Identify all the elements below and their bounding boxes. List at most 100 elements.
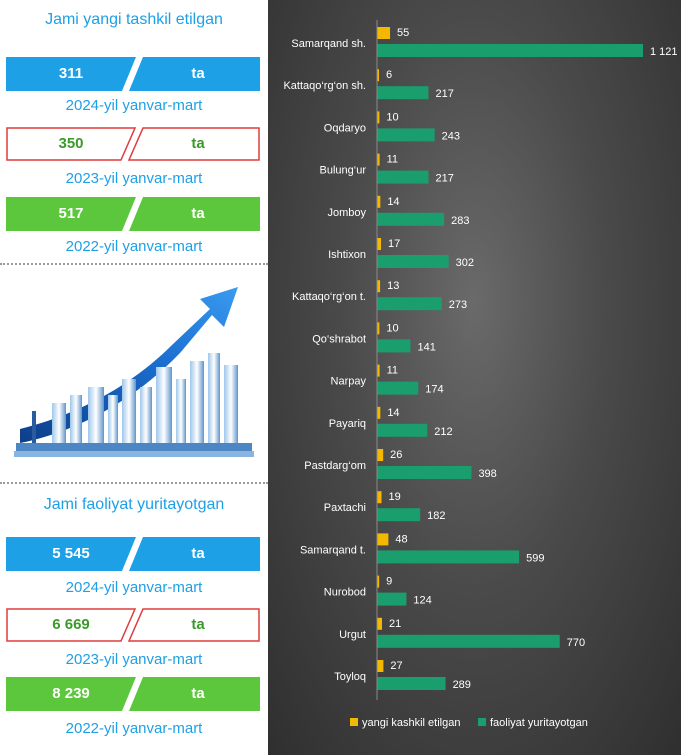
caption-operating-2022: 2022-yil yanvar-mart (65, 720, 203, 737)
category-label: Kattaqo‘rg‘on sh. (283, 80, 366, 92)
bar-operating (377, 466, 472, 479)
bar-operating (377, 255, 449, 268)
badge-value: 6 669 (52, 616, 90, 633)
title-operating: Jami faoliyat yuritayotgan (43, 496, 225, 513)
bar-operating (377, 128, 435, 142)
bar-operating (377, 423, 428, 437)
data-label-new: 9 (386, 576, 392, 588)
bar-operating (377, 86, 429, 100)
badge-unit: ta (191, 685, 205, 702)
data-label-operating: 243 (442, 130, 460, 142)
bar-new (377, 575, 380, 588)
data-label-operating: 217 (435, 88, 453, 100)
data-label-operating: 770 (567, 637, 585, 649)
data-label-new: 21 (389, 618, 401, 630)
divider (0, 482, 268, 484)
bar-new (377, 280, 381, 293)
bar-new (377, 449, 384, 461)
bar-operating (377, 381, 419, 395)
data-label-operating: 141 (417, 341, 435, 353)
badge-value: 517 (58, 205, 84, 222)
category-label: Pastdarg‘om (304, 460, 366, 472)
bar-operating (377, 592, 407, 606)
bar-operating (377, 212, 445, 226)
data-label-operating: 289 (453, 679, 471, 691)
bar-operating (377, 550, 520, 564)
bar-new (377, 69, 379, 82)
category-label: Samarqand sh. (291, 38, 366, 50)
category-label: Bulung‘ur (320, 165, 367, 177)
data-label-operating: 182 (427, 510, 445, 522)
badge-new-2022: 517 ta (6, 197, 260, 231)
caption-new-2022: 2022-yil yanvar-mart (65, 238, 203, 255)
bar-new (377, 533, 389, 546)
bar-operating (377, 508, 421, 522)
data-label-new: 11 (387, 365, 398, 377)
category-label: Qo‘shrabot (312, 333, 366, 345)
category-label: Payariq (329, 418, 366, 430)
data-label-operating: 1 121 (650, 46, 678, 58)
data-label-new: 14 (387, 196, 399, 208)
category-label: Jomboy (327, 207, 366, 219)
data-label-new: 19 (389, 491, 401, 503)
summary-panel: Jami yangi tashkil etilgan 311 ta 2024-y… (0, 0, 268, 755)
data-label-operating: 599 (526, 552, 544, 564)
divider (0, 263, 268, 265)
bar-operating (377, 44, 643, 57)
data-label-new: 26 (390, 449, 402, 461)
legend-label-operating: faoliyat yuritayotgan (490, 717, 588, 729)
data-label-operating: 398 (478, 468, 496, 480)
data-label-operating: 283 (451, 215, 469, 227)
data-label-new: 10 (386, 111, 398, 123)
chart-panel: Samarqand sh. 55 1 121 Kattaqo‘rg‘on sh. 6 21… (268, 0, 681, 755)
badge-unit: ta (191, 135, 205, 152)
title-new-established: Jami yangi tashkil etilgan (45, 11, 223, 28)
badge-operating-2022: 8 239 ta (6, 677, 260, 711)
bar-new (377, 153, 380, 166)
data-label-operating: 273 (449, 299, 467, 311)
badge-unit: ta (191, 616, 205, 633)
growth-illustration (14, 287, 254, 457)
bar-operating (377, 339, 411, 353)
badge-new-2023: 350 ta (6, 127, 260, 161)
data-label-new: 10 (386, 322, 398, 334)
badge-operating-2024: 5 545 ta (6, 537, 260, 571)
data-label-new: 48 (395, 533, 407, 545)
badge-value: 350 (58, 135, 84, 152)
data-label-new: 14 (387, 407, 399, 419)
data-label-new: 13 (387, 280, 399, 292)
category-label: Nurobod (324, 587, 366, 599)
badge-unit: ta (191, 205, 205, 222)
badge-unit: ta (191, 65, 205, 82)
badge-value: 311 (58, 65, 84, 82)
caption-operating-2024: 2024-yil yanvar-mart (65, 579, 203, 596)
category-label: Ishtixon (328, 249, 366, 261)
badge-operating-2023: 6 669 ta (6, 608, 260, 642)
bar-operating (377, 677, 446, 690)
data-label-new: 6 (386, 69, 392, 81)
data-label-operating: 212 (434, 426, 452, 438)
bar-new (377, 27, 391, 39)
badge-value: 5 545 (52, 545, 90, 562)
legend-swatch-new (350, 718, 358, 726)
badge-unit: ta (191, 545, 205, 562)
data-label-new: 17 (388, 238, 400, 250)
bar-operating (377, 170, 429, 184)
bar-operating (377, 634, 560, 648)
bar-new (377, 406, 381, 419)
category-label: Kattaqo‘rg‘on t. (292, 291, 366, 303)
category-label: Oqdaryo (324, 122, 366, 134)
category-label: Paxtachi (324, 502, 366, 514)
data-label-operating: 124 (413, 595, 431, 607)
badge-shape (6, 57, 260, 91)
category-label: Urgut (339, 629, 366, 641)
badge-shape (6, 197, 260, 231)
data-label-new: 55 (397, 27, 409, 39)
category-label: Narpay (331, 376, 367, 388)
data-label-operating: 174 (425, 384, 443, 396)
data-label-operating: 302 (456, 257, 474, 269)
category-label: Samarqand t. (300, 544, 366, 556)
legend-label-new: yangi kashkil etilgan (362, 717, 460, 729)
badge-new-2024: 311 ta (6, 57, 260, 91)
data-label-operating: 217 (435, 173, 453, 185)
